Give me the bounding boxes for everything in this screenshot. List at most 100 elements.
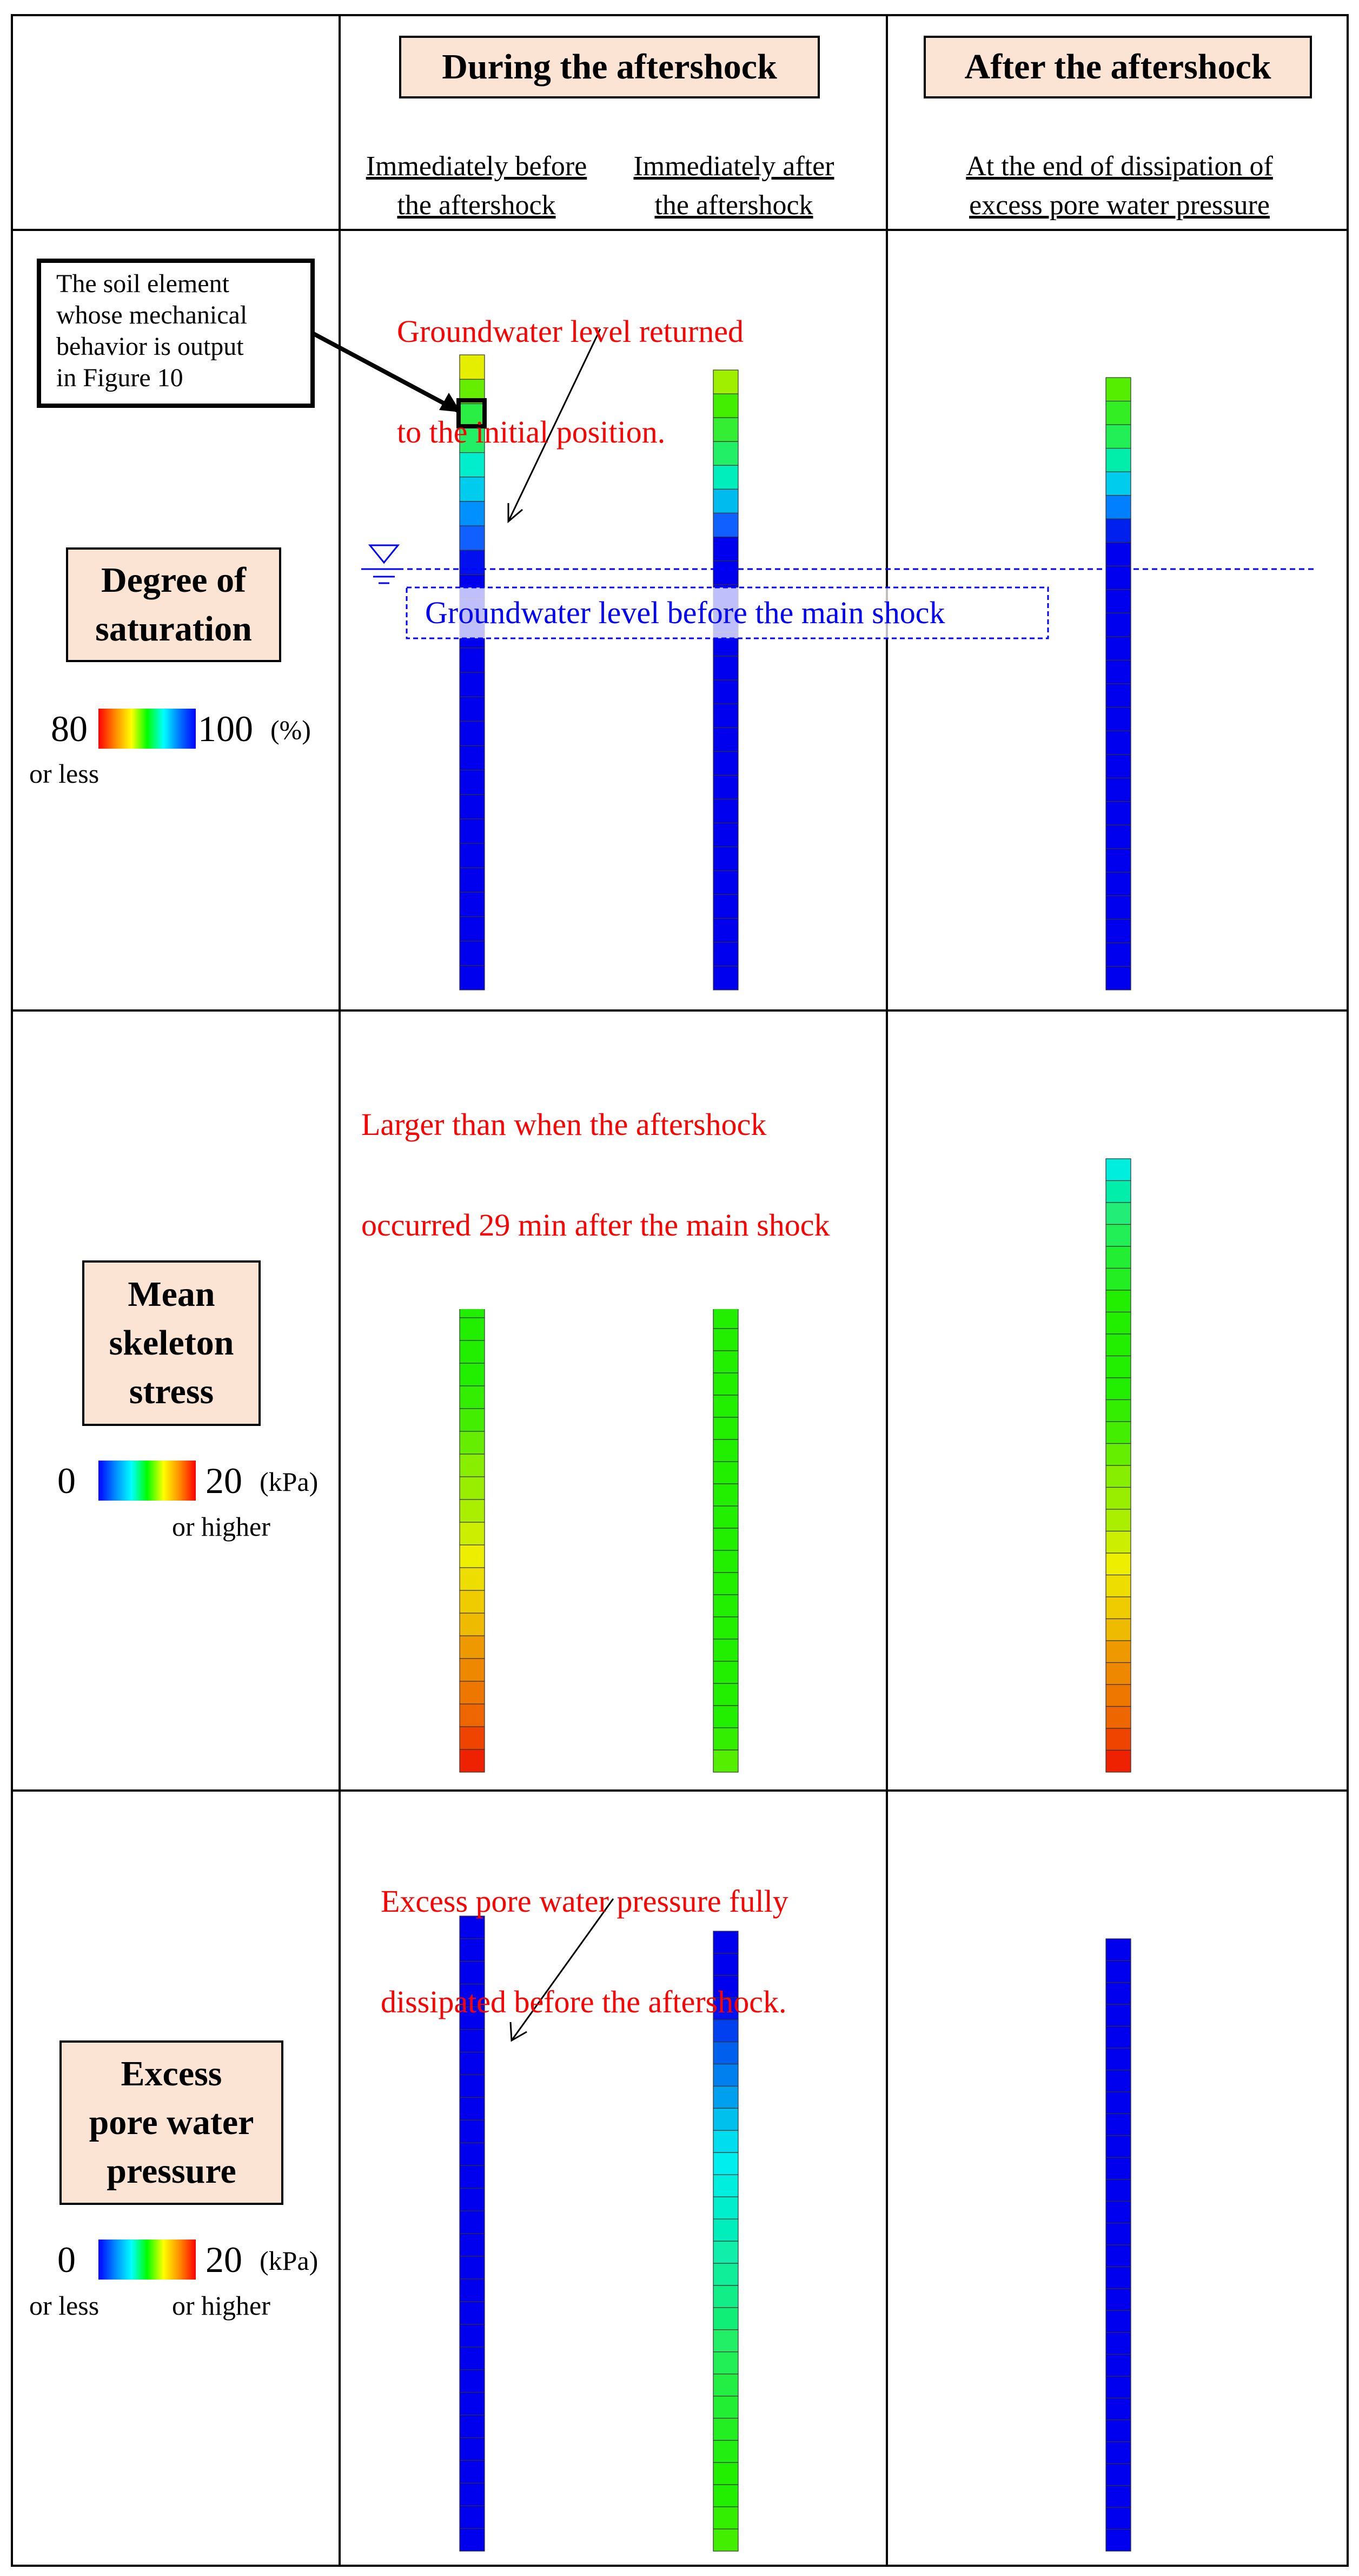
pore-cell xyxy=(713,2042,739,2065)
row-label-pore: Excess pore water pressure xyxy=(59,2040,283,2205)
dissipated-note: Excess pore water pressure fully dissipa… xyxy=(381,1818,788,2086)
pore-cell xyxy=(1105,2179,1131,2202)
pore-cell xyxy=(1105,2222,1131,2245)
row-label-skeleton-line2: skeleton xyxy=(109,1323,234,1363)
skeleton-cell xyxy=(1105,1311,1131,1335)
skeleton-cell xyxy=(713,1350,739,1373)
pore-cell xyxy=(459,2392,485,2416)
saturation-cell xyxy=(459,672,485,697)
pore-scale-unit: (kPa) xyxy=(260,2245,319,2276)
pore-cell xyxy=(459,2482,485,2506)
saturation-cell xyxy=(1105,377,1131,402)
saturation-cell xyxy=(713,846,739,871)
skeleton-cell xyxy=(1105,1530,1131,1554)
skeleton-cell xyxy=(459,1703,485,1727)
saturation-cell xyxy=(1105,495,1131,519)
pore-column-3 xyxy=(1105,1938,1131,2552)
saturation-cell xyxy=(713,894,739,919)
pore-cell xyxy=(713,2528,739,2552)
larger-line2: occurred 29 min after the main shock xyxy=(361,1207,830,1243)
pore-cell xyxy=(459,2437,485,2461)
skeleton-cell xyxy=(459,1431,485,1455)
saturation-cell xyxy=(1105,565,1131,590)
larger-line1: Larger than when the aftershock xyxy=(361,1107,767,1142)
saturation-cell xyxy=(459,818,485,844)
pore-cell xyxy=(1105,2069,1131,2092)
pore-cell xyxy=(459,2006,485,2030)
saturation-cell xyxy=(459,867,485,893)
arrow-gw-returned-head xyxy=(507,503,523,524)
pore-cell xyxy=(1105,2528,1131,2552)
row-label-saturation-line1: Degree of xyxy=(101,560,247,600)
pore-cell xyxy=(713,2373,739,2397)
skeleton-cell xyxy=(713,1749,739,1773)
saturation-column-1 xyxy=(459,354,485,990)
pore-cell xyxy=(1105,2091,1131,2115)
saturation-cell xyxy=(713,536,739,562)
skeleton-cell xyxy=(459,1590,485,1614)
saturation-scale-max: 100 xyxy=(198,708,253,749)
skeleton-cell xyxy=(713,1306,739,1329)
skeleton-cell xyxy=(1105,1684,1131,1707)
saturation-cell xyxy=(1105,848,1131,873)
saturation-cell xyxy=(459,477,485,502)
saturation-cell xyxy=(713,703,739,728)
saturation-cell xyxy=(1105,683,1131,708)
saturation-cell xyxy=(1105,824,1131,849)
pore-cell xyxy=(459,2460,485,2483)
skeleton-cell xyxy=(1105,1246,1131,1269)
skeleton-cell xyxy=(1105,1202,1131,1225)
saturation-cell xyxy=(713,679,739,704)
row-label-skeleton: Mean skeleton stress xyxy=(82,1260,261,1426)
pore-cell xyxy=(713,2196,739,2220)
saturation-cell xyxy=(713,751,739,776)
skeleton-scale-max: 20 xyxy=(205,1460,242,1501)
pore-cell xyxy=(1105,2375,1131,2399)
saturation-cell xyxy=(459,770,485,795)
saturation-cell xyxy=(1105,448,1131,472)
gw-returned-note: Groundwater level returned to the initia… xyxy=(397,248,744,516)
skeleton-cell xyxy=(713,1705,739,1728)
skeleton-cell xyxy=(459,1749,485,1773)
subheader-after-line2: the aftershock xyxy=(654,190,813,221)
dissipated-line1: Excess pore water pressure fully xyxy=(381,1884,788,1919)
row-label-saturation-line2: saturation xyxy=(95,609,252,649)
skeleton-cell xyxy=(459,1726,485,1750)
saturation-cell xyxy=(1105,400,1131,425)
saturation-cell xyxy=(713,966,739,990)
saturation-cell xyxy=(713,488,739,514)
pore-cell xyxy=(459,2528,485,2552)
skeleton-cell xyxy=(713,1505,739,1529)
skeleton-cell xyxy=(713,1683,739,1706)
pore-cell xyxy=(459,2188,485,2211)
skeleton-cell xyxy=(713,1727,739,1751)
skeleton-cell xyxy=(713,1616,739,1640)
saturation-cell xyxy=(459,916,485,942)
pore-cell xyxy=(713,2307,739,2330)
colorbar-skeleton xyxy=(98,1461,196,1501)
skeleton-cell xyxy=(1105,1443,1131,1466)
skeleton-cell xyxy=(713,1439,739,1462)
saturation-cell xyxy=(713,656,739,681)
saturation-cell xyxy=(713,560,739,585)
skeleton-cell xyxy=(1105,1749,1131,1773)
header-during-text: During the aftershock xyxy=(442,47,777,87)
skeleton-cell xyxy=(459,1408,485,1432)
pore-cell xyxy=(713,2440,739,2463)
subheader-before-line1: Immediately before xyxy=(366,151,587,182)
saturation-cell xyxy=(459,452,485,478)
pore-cell xyxy=(713,2063,739,2087)
saturation-cell xyxy=(1105,471,1131,496)
pore-cell xyxy=(713,2085,739,2109)
skeleton-cell xyxy=(1105,1399,1131,1422)
skeleton-cell xyxy=(1105,1355,1131,1378)
saturation-cell xyxy=(459,550,485,575)
pore-cell xyxy=(459,1938,485,1962)
soil-element-text: The soil element whose mechanical behavi… xyxy=(56,268,247,394)
saturation-cell xyxy=(1105,730,1131,755)
subheader-immediately-after: Immediately after the aftershock xyxy=(601,147,866,225)
pore-cell xyxy=(1105,2047,1131,2071)
pore-cell xyxy=(459,2414,485,2438)
saturation-cell xyxy=(459,501,485,526)
